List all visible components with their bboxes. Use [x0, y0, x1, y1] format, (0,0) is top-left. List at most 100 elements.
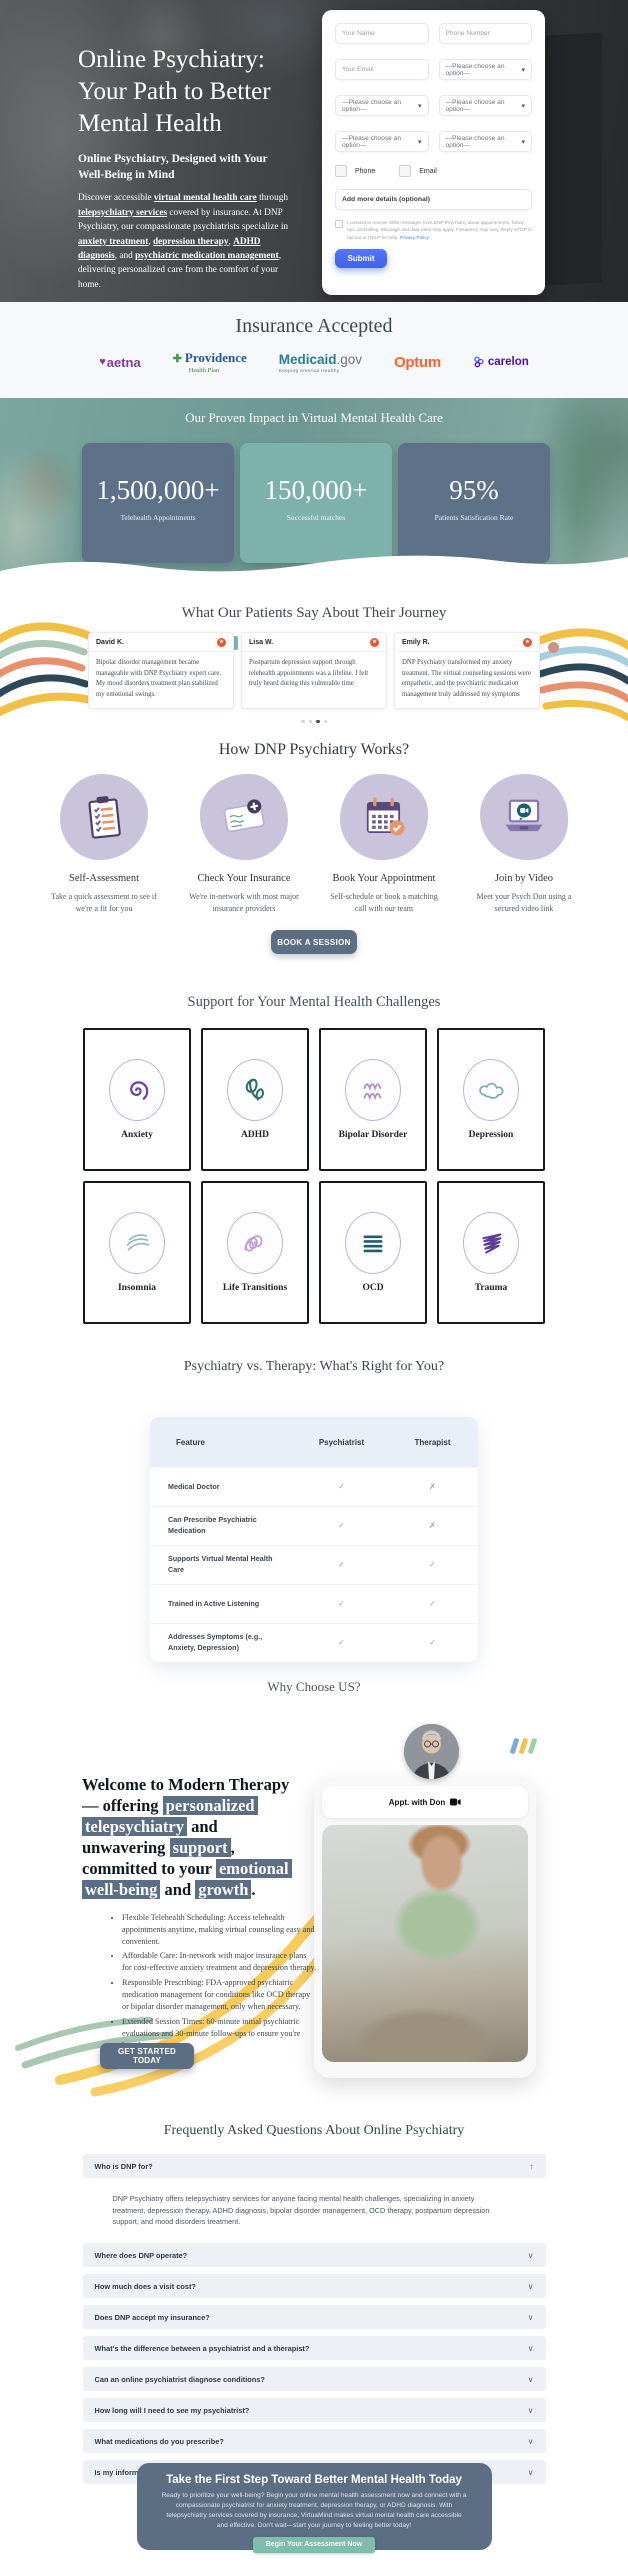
- adhd-squiggle-icon: [245, 1078, 264, 1101]
- consent-text: I consent to receive SMS messages from D…: [347, 219, 532, 241]
- highlight-growth: growth: [195, 1879, 252, 1899]
- faq-item[interactable]: How long will I need to see my psychiatr…: [82, 2398, 546, 2423]
- details-input[interactable]: [335, 189, 532, 210]
- carousel-dot[interactable]: [301, 719, 305, 723]
- highlight-support: support: [169, 1837, 231, 1857]
- chevron-down-icon: ▾: [521, 66, 525, 74]
- link-telepsychiatry-services[interactable]: telepsychiatry services: [78, 207, 168, 218]
- challenge-label: Anxiety: [121, 1130, 153, 1140]
- challenge-card-life-transitions[interactable]: Life Transitions: [201, 1181, 309, 1324]
- step-title: Check Your Insurance: [197, 873, 291, 884]
- email-checkbox[interactable]: [399, 165, 412, 177]
- chevron-down-icon: ▾: [521, 138, 525, 146]
- step-check-insurance: Check Your Insurance We're in-network wi…: [184, 774, 304, 914]
- hero-bullet: Insurance-accepted telehealth appointmen…: [91, 300, 290, 302]
- chevron-down-icon: ∨: [527, 2374, 534, 2384]
- carousel-dot[interactable]: [323, 719, 327, 723]
- challenge-label: OCD: [362, 1283, 384, 1293]
- review-badge-icon: ★: [370, 638, 379, 647]
- get-started-button[interactable]: GET STARTED TODAY: [100, 2043, 194, 2069]
- faq-item[interactable]: Where does DNP operate? ∨: [82, 2243, 546, 2268]
- therapist-cell: ✗: [429, 1482, 436, 1491]
- accent-color-bars: [509, 1737, 538, 1755]
- testimonial-text: Bipolar disorder management became manag…: [96, 659, 222, 698]
- lead-form-grid: —Please choose an option— ▾ —Please choos…: [335, 23, 532, 152]
- challenge-card-trauma[interactable]: Trauma: [437, 1181, 545, 1324]
- therapist-cell: ✓: [429, 1560, 436, 1569]
- begin-assessment-button[interactable]: Begin Your Assessment Now: [253, 2536, 375, 2553]
- table-row: Supports Virtual Mental Health Care ✓ ✓: [150, 1545, 478, 1584]
- psychiatrist-cell: ✓: [338, 1599, 345, 1608]
- option-select-1[interactable]: —Please choose an option— ▾: [438, 59, 532, 80]
- submit-button[interactable]: Submit: [335, 248, 387, 268]
- link-psychiatric-medication-management[interactable]: psychiatric medication management: [135, 250, 279, 261]
- faq-title: Frequently Asked Questions About Online …: [163, 2123, 465, 2138]
- faq-item[interactable]: What medications do you prescribe? ∨: [82, 2429, 546, 2454]
- doctor-avatar: [404, 1724, 459, 1779]
- video-call-card: Appt. with Don: [314, 1778, 536, 2078]
- stats-section: Our Proven Impact in Virtual Mental Heal…: [0, 398, 628, 580]
- faq-item-expanded[interactable]: Who is DNP for? ↑: [82, 2154, 546, 2178]
- book-session-button[interactable]: BOOK A SESSION: [271, 930, 357, 955]
- feature-cell: Supports Virtual Mental Health Care: [168, 1554, 273, 1574]
- review-badge-icon: ★: [523, 638, 532, 647]
- challenge-label: Depression: [468, 1130, 514, 1140]
- hero-text-segment: ,: [228, 236, 234, 247]
- privacy-policy-link[interactable]: Privacy Policy: [399, 234, 430, 240]
- step-desc: Self-schedule or book a matching call wi…: [330, 892, 438, 913]
- therapist-cell: ✗: [429, 1521, 436, 1530]
- stat-cards: 1,500,000+ Telehealth Appointments 150,0…: [82, 443, 550, 563]
- testimonial-text: DNP Psychiatry transformed my anxiety tr…: [402, 659, 531, 698]
- link-anxiety-treatment[interactable]: anxiety treatment: [78, 236, 149, 247]
- providence-subtitle: Health Plan: [188, 367, 220, 374]
- challenge-card-depression[interactable]: Depression: [437, 1028, 545, 1171]
- bipolar-waves-icon: [363, 1083, 382, 1101]
- challenge-card-bipolar[interactable]: Bipolar Disorder: [319, 1028, 427, 1171]
- carousel-dot[interactable]: [308, 719, 312, 723]
- phone-checkbox[interactable]: [335, 165, 347, 177]
- option-select-4[interactable]: —Please choose an option— ▾: [335, 131, 429, 152]
- comparison-title: Psychiatry vs. Therapy: What's Right for…: [183, 1359, 445, 1374]
- consent-checkbox[interactable]: [335, 220, 343, 228]
- chevron-down-icon: ∨: [527, 2281, 534, 2291]
- cross-icon: ✚: [172, 352, 182, 365]
- table-row: Can Prescribe Psychiatric Medication ✓ ✗: [150, 1506, 478, 1545]
- challenge-card-anxiety[interactable]: Anxiety: [83, 1028, 191, 1171]
- challenge-card-insomnia[interactable]: Insomnia: [83, 1181, 191, 1324]
- hero-text-segment: , and: [114, 250, 136, 261]
- table-row: Trained in Active Listening ✓ ✓: [150, 1584, 478, 1623]
- challenge-label: Trauma: [474, 1283, 508, 1293]
- name-input[interactable]: [335, 23, 429, 44]
- faq-item[interactable]: What's the difference between a psychiat…: [82, 2336, 546, 2361]
- doctor-avatar-icon: [404, 1724, 459, 1779]
- heading-segment: , committed to your: [82, 1837, 235, 1878]
- faq-item[interactable]: Can an online psychiatrist diagnose cond…: [82, 2367, 546, 2392]
- heading-segment: and unwavering: [82, 1816, 218, 1857]
- testimonial-name: Emily R.: [402, 639, 430, 646]
- column-header: Feature: [176, 1437, 205, 1447]
- option-select-3[interactable]: —Please choose an option— ▾: [438, 95, 532, 116]
- faq-item[interactable]: How much does a visit cost? ∨: [82, 2274, 546, 2299]
- laptop-video-icon: [505, 799, 543, 832]
- medicaid-tld: .gov: [336, 351, 363, 367]
- challenge-card-adhd[interactable]: ADHD: [201, 1028, 309, 1171]
- option-select-5[interactable]: —Please choose an option— ▾: [438, 131, 532, 152]
- link-adhd-diagnosis[interactable]: ADHD diagnosis: [78, 236, 261, 261]
- link-virtual-mental-health-care[interactable]: virtual mental health care: [153, 193, 257, 204]
- table-row: Addresses Symptoms (e.g., Anxiety, Depre…: [150, 1623, 478, 1662]
- faq-item[interactable]: Does DNP accept my insurance? ∨: [82, 2305, 546, 2330]
- step-title: Join by Video: [494, 873, 554, 884]
- accent-bar-yellow: [518, 1737, 529, 1755]
- challenges-grid: Anxiety ADHD Bipolar Disorder Depression…: [83, 1028, 546, 1324]
- email-input[interactable]: [335, 59, 429, 80]
- heart-icon: ♥: [99, 356, 106, 368]
- hero-background-monitor: [544, 32, 602, 286]
- link-depression-therapy[interactable]: depression therapy: [152, 236, 229, 247]
- step-title: Book Your Appointment: [332, 873, 436, 884]
- review-badge-icon: ★: [217, 638, 226, 647]
- option-select-2[interactable]: —Please choose an option— ▾: [335, 95, 429, 116]
- carousel-dot-active[interactable]: [316, 719, 320, 723]
- heading-segment: and: [160, 1879, 196, 1899]
- phone-input[interactable]: [438, 23, 532, 44]
- challenge-card-ocd[interactable]: OCD: [319, 1181, 427, 1324]
